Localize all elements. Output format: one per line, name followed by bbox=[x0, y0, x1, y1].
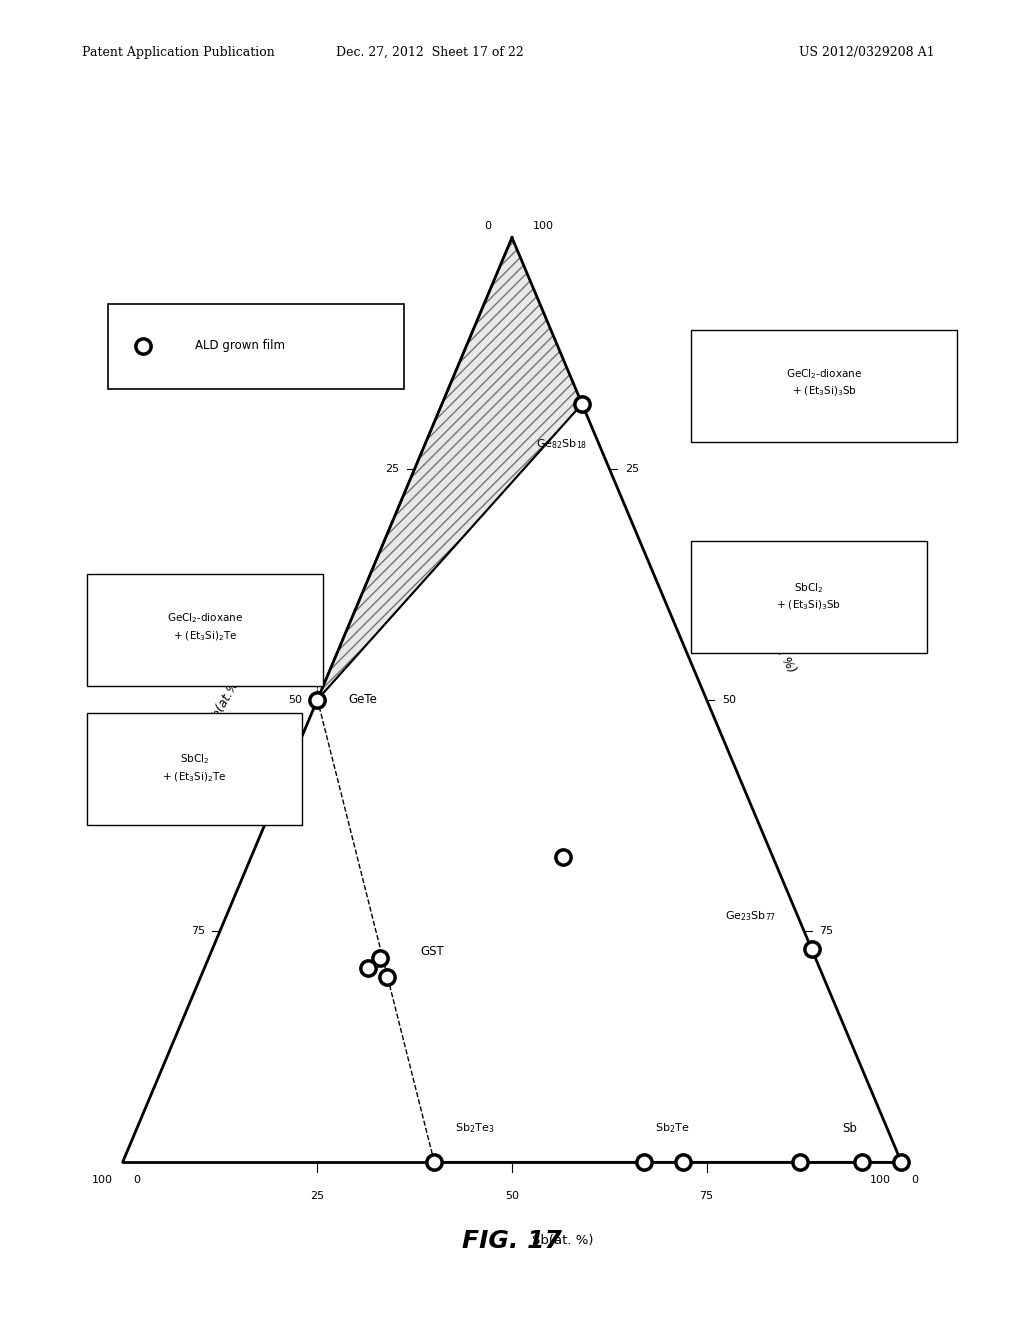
Text: 100: 100 bbox=[532, 220, 554, 231]
Text: Te(at.%): Te(at.%) bbox=[207, 673, 244, 726]
Text: Patent Application Publication: Patent Application Publication bbox=[82, 46, 274, 59]
Text: GeCl$_2$-dioxane
+ (Et$_3$Si)$_2$Te: GeCl$_2$-dioxane + (Et$_3$Si)$_2$Te bbox=[167, 611, 243, 643]
Text: 100: 100 bbox=[91, 1175, 113, 1185]
Text: Sb(at. %): Sb(at. %) bbox=[532, 1234, 594, 1247]
FancyBboxPatch shape bbox=[108, 304, 404, 389]
Text: 50: 50 bbox=[505, 1191, 519, 1201]
Text: Sb: Sb bbox=[843, 1122, 857, 1135]
Text: Ge$_{23}$Sb$_{77}$: Ge$_{23}$Sb$_{77}$ bbox=[725, 909, 776, 923]
Text: 25: 25 bbox=[310, 1191, 325, 1201]
Text: 25: 25 bbox=[385, 463, 399, 474]
Text: 0: 0 bbox=[484, 220, 492, 231]
Text: Sb$_2$Te$_3$: Sb$_2$Te$_3$ bbox=[455, 1122, 495, 1135]
FancyBboxPatch shape bbox=[87, 713, 302, 825]
Text: GST: GST bbox=[421, 945, 444, 958]
Text: 50: 50 bbox=[722, 694, 736, 705]
Text: ALD grown film: ALD grown film bbox=[195, 339, 285, 352]
Text: GeTe: GeTe bbox=[348, 693, 377, 706]
Text: SbCl$_2$
+ (Et$_3$Si)$_2$Te: SbCl$_2$ + (Et$_3$Si)$_2$Te bbox=[163, 752, 226, 784]
Text: GeCl$_2$-dioxane
+ (Et$_3$Si)$_3$Sb: GeCl$_2$-dioxane + (Et$_3$Si)$_3$Sb bbox=[786, 367, 862, 399]
Text: 75: 75 bbox=[699, 1191, 714, 1201]
Text: 25: 25 bbox=[625, 463, 639, 474]
FancyBboxPatch shape bbox=[87, 574, 323, 686]
Text: Ge(at. %): Ge(at. %) bbox=[758, 618, 799, 676]
FancyBboxPatch shape bbox=[691, 541, 927, 653]
Text: Dec. 27, 2012  Sheet 17 of 22: Dec. 27, 2012 Sheet 17 of 22 bbox=[336, 46, 524, 59]
Text: Sb$_2$Te: Sb$_2$Te bbox=[654, 1122, 689, 1135]
Text: 100: 100 bbox=[869, 1175, 891, 1185]
Text: 75: 75 bbox=[190, 925, 205, 936]
Text: 0: 0 bbox=[133, 1175, 140, 1185]
Text: US 2012/0329208 A1: US 2012/0329208 A1 bbox=[799, 46, 934, 59]
FancyBboxPatch shape bbox=[691, 330, 957, 442]
Text: Ge$_{82}$Sb$_{18}$: Ge$_{82}$Sb$_{18}$ bbox=[536, 437, 587, 450]
Text: 0: 0 bbox=[911, 1175, 919, 1185]
Polygon shape bbox=[123, 238, 582, 1162]
Text: 75: 75 bbox=[819, 925, 834, 936]
Text: SbCl$_2$
+ (Et$_3$Si)$_3$Sb: SbCl$_2$ + (Et$_3$Si)$_3$Sb bbox=[776, 581, 842, 612]
Text: FIG. 17: FIG. 17 bbox=[462, 1229, 562, 1253]
Text: 50: 50 bbox=[288, 694, 302, 705]
